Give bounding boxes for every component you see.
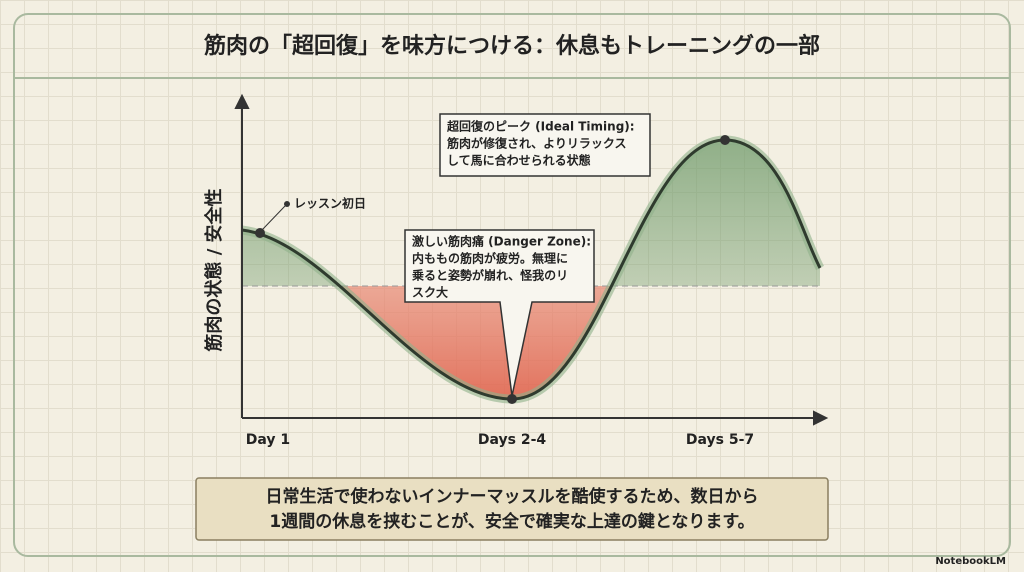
curve [241, 138, 822, 401]
points [255, 135, 730, 404]
title: 筋肉の「超回復」を味方につける：休息もトレーニングの一部 [203, 33, 820, 59]
peak-callout [439, 113, 651, 177]
danger-callout [404, 229, 595, 397]
start-label: レッスン初日 [294, 196, 366, 211]
note-line: して馬に合わせられる状態 [447, 153, 591, 168]
note-line: スク大 [412, 285, 448, 300]
axes [234, 93, 829, 426]
y-axis-label: 筋肉の状態 / 安全性 [203, 188, 225, 351]
leader-dot [284, 201, 290, 207]
footer-line: 日常生活で使わないインナーマッスルを酷使するため、数日から [266, 486, 759, 507]
note-line: 激しい筋肉痛 (Danger Zone): [412, 234, 591, 249]
note-line: 超回復のピーク (Ideal Timing): [446, 119, 635, 134]
footer-box [195, 477, 829, 541]
x-label: Day 1 [246, 432, 290, 448]
x-label: Days 5-7 [686, 432, 754, 448]
footer-line: 1週間の休息を挟むことが、安全で確実な上達の鍵となります。 [269, 511, 754, 532]
leader [261, 205, 286, 231]
x-label: Days 2-4 [478, 432, 547, 448]
frame [13, 13, 1011, 557]
note-line: 乗ると姿勢が崩れ、怪我のリ [412, 268, 568, 283]
note-line: 内ももの筋肉が疲労。無理に [412, 251, 568, 266]
brand: NotebookLM [935, 556, 1006, 567]
note-line: 筋肉が修復され、よりリラックス [446, 136, 627, 151]
